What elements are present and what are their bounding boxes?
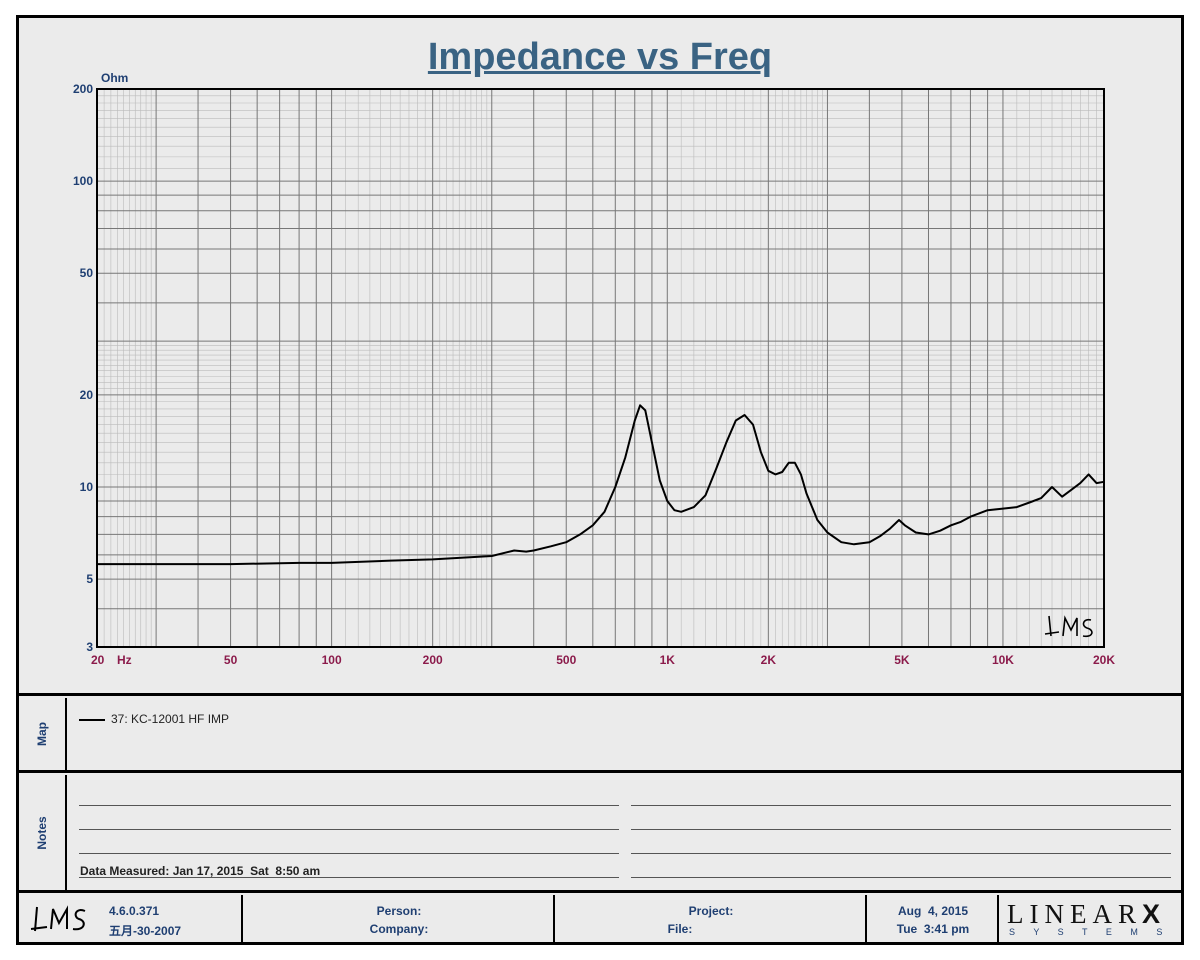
footer-project-cell: Project: File: xyxy=(555,895,867,942)
note-line xyxy=(631,805,1171,806)
company-label: Company: xyxy=(369,922,429,936)
series-line xyxy=(97,404,1105,566)
build-date: 五月-30-2007 xyxy=(109,924,182,938)
impedance-chart: 3 5 10 20 50 100 200 20 50 100 200 500 1K 2K 5K 10K 20K… xyxy=(73,71,1115,667)
note-line xyxy=(631,877,1171,878)
legend-entry: 37: KC-12001 HF IMP xyxy=(111,712,230,726)
version-number: 4.6.0.371 xyxy=(109,904,160,918)
note-line xyxy=(79,805,619,806)
plot-area xyxy=(96,88,1105,648)
y-tick-label: 50 xyxy=(80,266,94,280)
y-axis-ticks: 3 5 10 20 50 100 200 xyxy=(73,82,93,654)
linearx-logo: LINEARX S Y S T E M S xyxy=(999,895,1181,942)
notes-label: Notes xyxy=(19,775,67,890)
divider xyxy=(19,770,1181,773)
report-time: Tue 3:41 pm xyxy=(896,922,970,936)
y-tick-label: 10 xyxy=(80,480,94,494)
map-label: Map xyxy=(19,698,67,770)
footer: 4.6.0.371 五月-30-2007 Person: Company: Pr… xyxy=(19,895,1181,942)
x-tick-label: 20 xyxy=(91,653,105,667)
person-label: Person: xyxy=(376,904,422,918)
y-tick-label: 200 xyxy=(73,82,93,96)
notes-panel: Notes Data Measured: Jan 17, 2015 Sat 8:… xyxy=(19,775,1181,890)
chart-title: Impedance vs Freq xyxy=(427,36,773,78)
x-axis-unit: Hz xyxy=(117,653,132,667)
x-tick-label: 2K xyxy=(761,653,777,667)
series-layer xyxy=(97,404,1105,566)
chart-panel: Impedance vs Freq 3 5 10 20 50 100 200 20 50 100… xyxy=(19,18,1181,693)
brand-x-text: X xyxy=(1141,899,1160,929)
divider xyxy=(19,693,1181,696)
lms-watermark-logo xyxy=(1044,615,1093,638)
divider xyxy=(19,890,1181,893)
x-tick-label: 200 xyxy=(423,653,443,667)
x-tick-label: 5K xyxy=(894,653,910,667)
y-tick-label: 20 xyxy=(80,388,94,402)
brand-linear-text: LINEAR xyxy=(1007,899,1142,929)
footer-date-cell: Aug 4, 2015 Tue 3:41 pm xyxy=(867,895,999,942)
minor-gridlines xyxy=(97,89,1104,647)
footer-version-cell: 4.6.0.371 五月-30-2007 xyxy=(19,895,243,942)
note-line xyxy=(631,853,1171,854)
report-date: Aug 4, 2015 xyxy=(897,904,969,918)
footer-person-cell: Person: Company: xyxy=(243,895,555,942)
note-line xyxy=(79,853,619,854)
note-line xyxy=(631,829,1171,830)
x-tick-label: 100 xyxy=(322,653,342,667)
x-tick-label: 20K xyxy=(1093,653,1115,667)
y-tick-label: 100 xyxy=(73,174,93,188)
report-frame: Impedance vs Freq 3 5 10 20 50 100 200 20 50 100… xyxy=(16,15,1184,945)
note-line xyxy=(79,829,619,830)
x-axis-ticks: 20 50 100 200 500 1K 2K 5K 10K 20K xyxy=(91,653,1115,667)
x-tick-label: 10K xyxy=(992,653,1014,667)
map-panel: Map 37: KC-12001 HF IMP xyxy=(19,698,1181,770)
major-gridlines xyxy=(97,89,1104,647)
x-tick-label: 500 xyxy=(556,653,576,667)
x-tick-label: 1K xyxy=(660,653,676,667)
project-label: Project: xyxy=(688,904,734,918)
data-measured-text: Data Measured: Jan 17, 2015 Sat 8:50 am xyxy=(80,864,321,878)
y-tick-label: 3 xyxy=(86,640,93,654)
file-label: File: xyxy=(667,922,693,936)
y-tick-label: 5 xyxy=(86,572,93,586)
note-line xyxy=(79,877,619,878)
x-tick-label: 50 xyxy=(224,653,238,667)
y-axis-unit: Ohm xyxy=(101,71,128,85)
lms-logo xyxy=(30,905,86,932)
legend-line-swatch xyxy=(79,719,105,721)
brand-systems-text: S Y S T E M S xyxy=(1009,927,1171,937)
